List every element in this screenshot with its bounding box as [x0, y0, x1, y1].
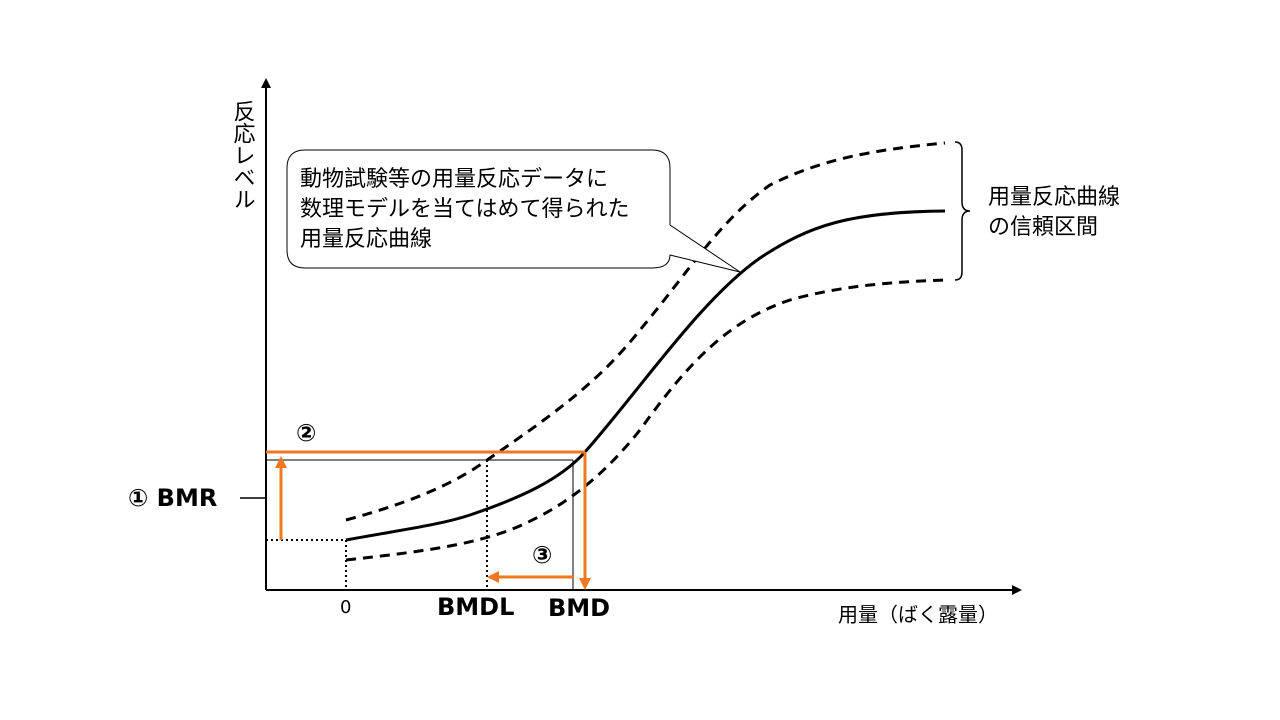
step3-label: ③: [532, 541, 552, 569]
callout-line: 動物試験等の用量反応データに: [300, 167, 608, 192]
bmdl-label: BMDL: [437, 593, 514, 621]
callout-line: 数理モデルを当てはめて得られた: [300, 197, 630, 222]
bmr-label: ① BMR: [128, 484, 217, 512]
y-axis-label: 反応レベル: [230, 100, 256, 210]
step2-label: ②: [296, 419, 316, 447]
callout-line: 用量反応曲線: [300, 227, 432, 252]
zero-label: 0: [340, 597, 351, 618]
interval-label: の信頼区間: [988, 215, 1098, 240]
interval-bracket: [954, 141, 971, 281]
dose-response-curve: [345, 209, 946, 542]
interval-label: 用量反応曲線: [988, 185, 1120, 210]
x-axis-label: 用量（ばく露量）: [838, 603, 998, 627]
bmd-label: BMD: [548, 594, 610, 622]
upper-bound-curve: [345, 141, 946, 522]
lower-bound-curve: [345, 278, 946, 562]
callout-box: [286, 149, 741, 273]
